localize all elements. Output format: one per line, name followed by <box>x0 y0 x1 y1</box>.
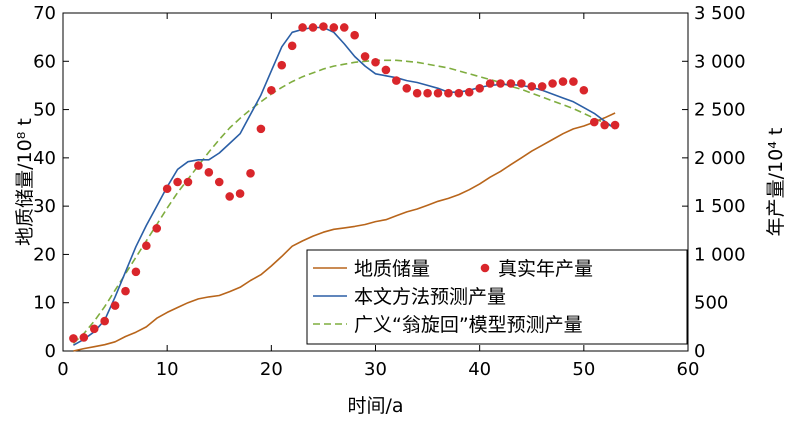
series-1-point <box>496 79 505 88</box>
legend-label-1: 真实年产量 <box>498 258 593 280</box>
y-left-tick-label: 20 <box>33 244 56 265</box>
series-1-point <box>464 87 474 97</box>
x-tick-label: 30 <box>364 359 387 380</box>
series-1-point <box>517 79 526 88</box>
y-right-tick-label: 500 <box>694 293 728 314</box>
series-1-point <box>183 177 193 187</box>
series-1-point <box>194 161 203 170</box>
y-right-axis-title: 年产量/10⁴ t <box>765 128 787 237</box>
series-1-point <box>204 168 214 177</box>
y-right-tick-label: 1 000 <box>694 244 746 265</box>
legend-marker-1 <box>480 263 490 273</box>
series-1-point <box>110 301 120 310</box>
y-left-tick-label: 50 <box>33 100 56 121</box>
series-1-point <box>287 41 297 51</box>
y-right-tick-label: 1 500 <box>694 196 746 217</box>
series-1-point <box>308 23 318 32</box>
legend-label-2: 本文方法预测产量 <box>354 286 506 308</box>
series-1-point <box>412 88 422 98</box>
series-1-point <box>69 334 78 343</box>
y-right-tick-label: 2 500 <box>694 100 746 121</box>
series-1-point <box>537 82 547 91</box>
series-1-point <box>569 77 578 86</box>
y-left-axis-title: 地质储量/10⁸ t <box>14 118 36 246</box>
series-1-point <box>350 30 359 40</box>
series-1-point <box>131 267 141 277</box>
y-left-tick-label: 10 <box>33 293 56 314</box>
legend-label-0: 地质储量 <box>354 258 430 280</box>
series-1-point <box>142 241 151 251</box>
series-1-point <box>214 177 224 187</box>
y-left-tick-label: 0 <box>45 341 56 362</box>
x-tick-label: 0 <box>57 359 68 380</box>
x-tick-label: 60 <box>677 359 700 380</box>
series-1-point <box>579 85 589 95</box>
series-1-point <box>548 79 557 88</box>
series-1-point <box>485 79 495 88</box>
series-1-point <box>371 57 380 67</box>
series-1-point <box>298 23 307 32</box>
y-right-tick-label: 3 000 <box>694 51 746 72</box>
y-right-tick-label: 3 500 <box>694 3 746 24</box>
series-1-point <box>454 88 464 98</box>
series-1-point <box>329 23 339 32</box>
legend-label-3: 广义“翁旋回”模型预测产量 <box>354 314 583 336</box>
y-left-tick-label: 30 <box>33 196 56 217</box>
series-2-line <box>73 26 616 346</box>
series-1-point <box>319 22 328 31</box>
x-tick-label: 40 <box>468 359 491 380</box>
x-tick-label: 20 <box>260 359 283 380</box>
series-1-point <box>589 117 599 127</box>
legend-box <box>306 249 688 345</box>
x-tick-label: 10 <box>156 359 179 380</box>
series-1-point <box>600 120 609 130</box>
series-1-point <box>246 169 255 178</box>
y-right-tick-label: 0 <box>694 341 705 362</box>
x-tick-label: 50 <box>572 359 595 380</box>
series-1-point <box>79 333 89 342</box>
series-1-point <box>235 189 245 198</box>
series-1-point <box>475 84 484 93</box>
y-left-tick-label: 60 <box>33 51 56 72</box>
series-1-point <box>392 76 401 85</box>
series-1-point <box>444 88 453 98</box>
series-1-point <box>256 124 266 134</box>
series-1-point <box>173 177 182 187</box>
series-1-point <box>225 192 234 201</box>
series-0-line <box>73 112 616 352</box>
series-1-point <box>339 23 349 32</box>
series-1-point <box>433 88 443 98</box>
series-1-point <box>277 60 287 70</box>
series-1-point <box>558 77 568 86</box>
y-right-tick-label: 2 000 <box>694 148 746 169</box>
series-1-point <box>360 52 370 61</box>
series-1-point <box>162 184 172 194</box>
y-left-tick-label: 70 <box>33 3 56 24</box>
series-1-point <box>610 120 620 130</box>
series-1-point <box>100 316 109 326</box>
series-1-point <box>423 88 432 98</box>
series-1-point <box>89 324 99 334</box>
series-1-point <box>267 85 276 95</box>
series-1-point <box>402 84 412 93</box>
series-1-point <box>121 286 130 296</box>
series-1-point <box>527 82 537 91</box>
y-left-tick-label: 40 <box>33 148 56 169</box>
x-axis-title: 时间/a <box>347 395 403 417</box>
series-1-point <box>506 79 516 88</box>
series-1-point <box>381 65 391 75</box>
series-1-point <box>152 224 162 233</box>
series-3-line <box>72 59 616 344</box>
series-layer <box>69 22 620 352</box>
